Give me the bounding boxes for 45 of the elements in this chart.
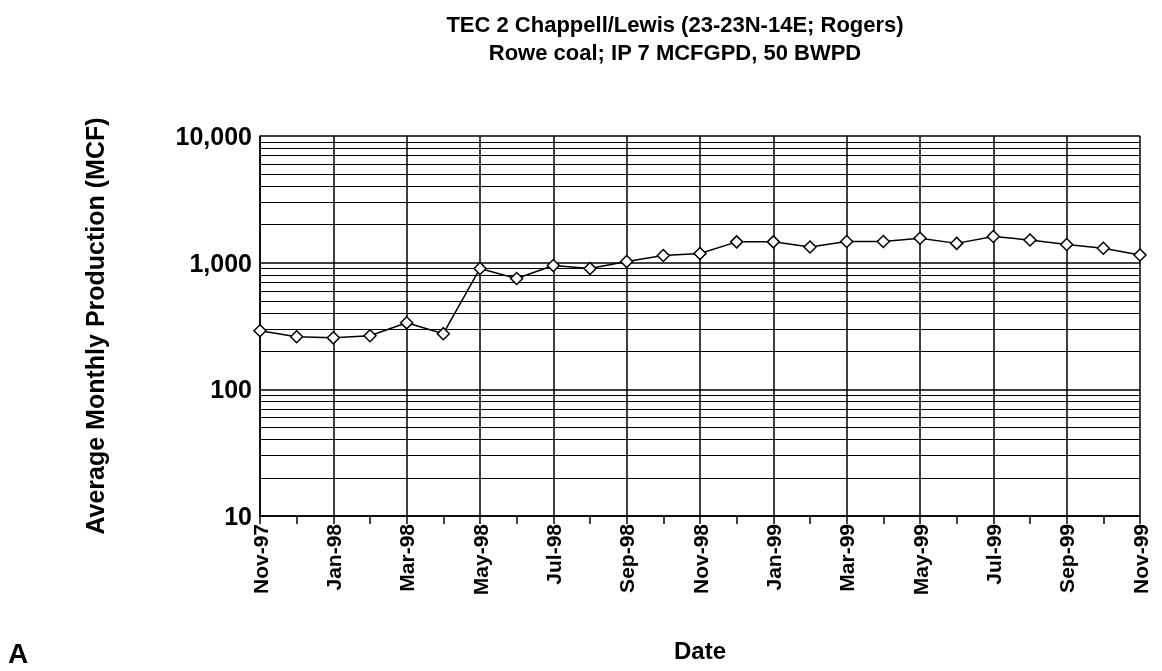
y-tick-label: 1,000 [189,248,252,277]
point [766,235,781,249]
x-tick-label: Jan-99 [761,524,785,591]
point [473,261,487,276]
point [583,261,597,276]
x-tick-label: Mar-98 [395,523,419,592]
point [363,328,377,343]
point [1059,237,1074,252]
point [876,234,891,249]
x-tick-label: Nov-98 [688,523,712,595]
chart-title: TEC 2 Chappell/Lewis (23-23N-14E; Rogers) [446,11,904,37]
x-tick-label: Jan-98 [321,523,345,591]
x-tick-label: Nov-99 [1128,524,1152,595]
x-tick-label: May-99 [908,524,932,596]
point [1096,241,1111,255]
point [326,331,341,345]
point [803,240,817,254]
x-tick-label: Jul-98 [541,523,565,585]
x-tick-label: May-98 [468,523,492,596]
point [986,229,1001,244]
point [253,324,267,338]
point [399,316,414,330]
point [693,246,707,261]
point [1023,233,1037,247]
point [289,330,304,344]
x-tick-label: Sep-99 [1055,524,1079,593]
point [436,326,451,341]
point [619,254,634,269]
text: A [8,637,29,669]
point [839,234,854,249]
point [1133,248,1147,262]
point [656,248,671,263]
x-tick-label: Sep-98 [615,523,639,593]
chart-subtitle: Rowe coal; IP 7 MCFGPD, 50 BWPD [488,39,862,65]
point [546,258,561,273]
y-axis-title: Average Monthly Production (MCF) [81,117,109,535]
point [949,236,964,251]
x-tick-label: Jul-99 [981,524,1005,585]
point [729,235,744,249]
point [913,231,927,245]
x-tick-label: Mar-99 [835,524,859,592]
x-axis-title: Date [673,636,727,664]
y-tick-label: 100 [210,375,252,404]
point [509,271,524,286]
y-tick-label: 10,000 [175,122,252,150]
